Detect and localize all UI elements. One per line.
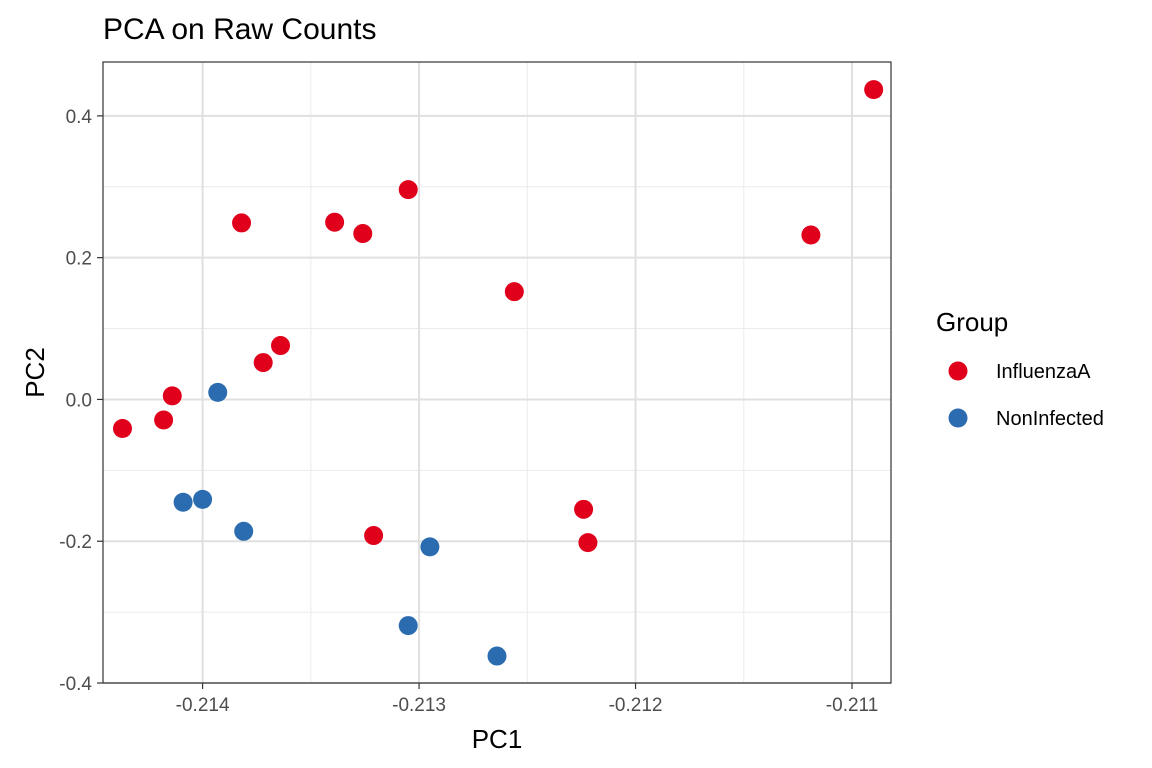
y-axis-title: PC2 — [20, 347, 50, 398]
legend-key-influenzaa — [948, 361, 968, 381]
data-point-influenzaa-1 — [801, 225, 821, 245]
legend-label-noninfected: NonInfected — [996, 408, 1104, 430]
legend-label-influenzaa: InfluenzaA — [996, 361, 1091, 383]
chart-title: PCA on Raw Counts — [103, 13, 376, 46]
data-point-influenzaa-11 — [112, 419, 132, 439]
legend-title: Group — [936, 307, 1008, 337]
data-point-noninfected-5 — [398, 616, 418, 636]
data-point-noninfected-6 — [487, 646, 507, 666]
data-point-noninfected-3 — [234, 521, 254, 541]
y-tick-label: -0.2 — [59, 532, 92, 553]
data-point-influenzaa-10 — [154, 410, 174, 430]
data-point-influenzaa-0 — [864, 80, 884, 100]
legend: Group InfluenzaA NonInfected — [936, 307, 1104, 430]
data-point-noninfected-0 — [208, 382, 228, 402]
data-point-influenzaa-13 — [578, 533, 598, 553]
data-point-influenzaa-9 — [162, 386, 182, 406]
legend-key-noninfected — [948, 408, 968, 428]
data-point-noninfected-1 — [193, 489, 213, 509]
data-point-influenzaa-4 — [353, 224, 373, 244]
x-tick-label: -0.212 — [609, 695, 663, 716]
data-point-influenzaa-3 — [325, 212, 345, 232]
data-point-noninfected-4 — [420, 537, 440, 557]
plot-border — [102, 61, 892, 684]
data-point-influenzaa-2 — [398, 180, 418, 200]
x-tick-label: -0.214 — [176, 695, 230, 716]
x-tick-label: -0.213 — [392, 695, 446, 716]
data-point-influenzaa-12 — [574, 499, 594, 519]
x-axis: -0.214 -0.213 -0.212 -0.211 — [176, 683, 878, 716]
data-point-noninfected-2 — [173, 492, 193, 512]
x-tick-label: -0.211 — [826, 695, 878, 716]
grid-major — [103, 62, 891, 684]
data-point-influenzaa-14 — [364, 526, 384, 546]
y-tick-label: -0.4 — [59, 674, 92, 695]
y-tick-label: 0.4 — [66, 107, 93, 128]
grid-minor — [103, 62, 891, 683]
points-layer — [112, 80, 884, 666]
x-axis-title: PC1 — [472, 724, 523, 754]
data-point-influenzaa-8 — [253, 353, 273, 373]
data-point-influenzaa-5 — [232, 213, 252, 233]
y-tick-label: 0.2 — [66, 249, 92, 270]
y-tick-label: 0.0 — [66, 390, 92, 411]
data-point-influenzaa-7 — [271, 336, 291, 356]
y-axis: -0.4 -0.2 0.0 0.2 0.4 — [59, 107, 103, 695]
data-point-influenzaa-6 — [504, 282, 524, 302]
